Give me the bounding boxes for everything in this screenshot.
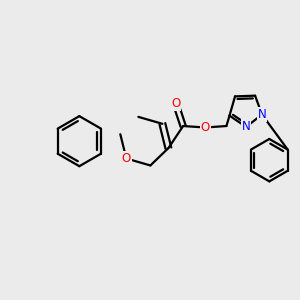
Text: O: O xyxy=(201,121,210,134)
Text: O: O xyxy=(122,152,131,165)
Text: N: N xyxy=(258,108,266,121)
Text: N: N xyxy=(242,120,250,134)
Text: O: O xyxy=(171,98,180,110)
